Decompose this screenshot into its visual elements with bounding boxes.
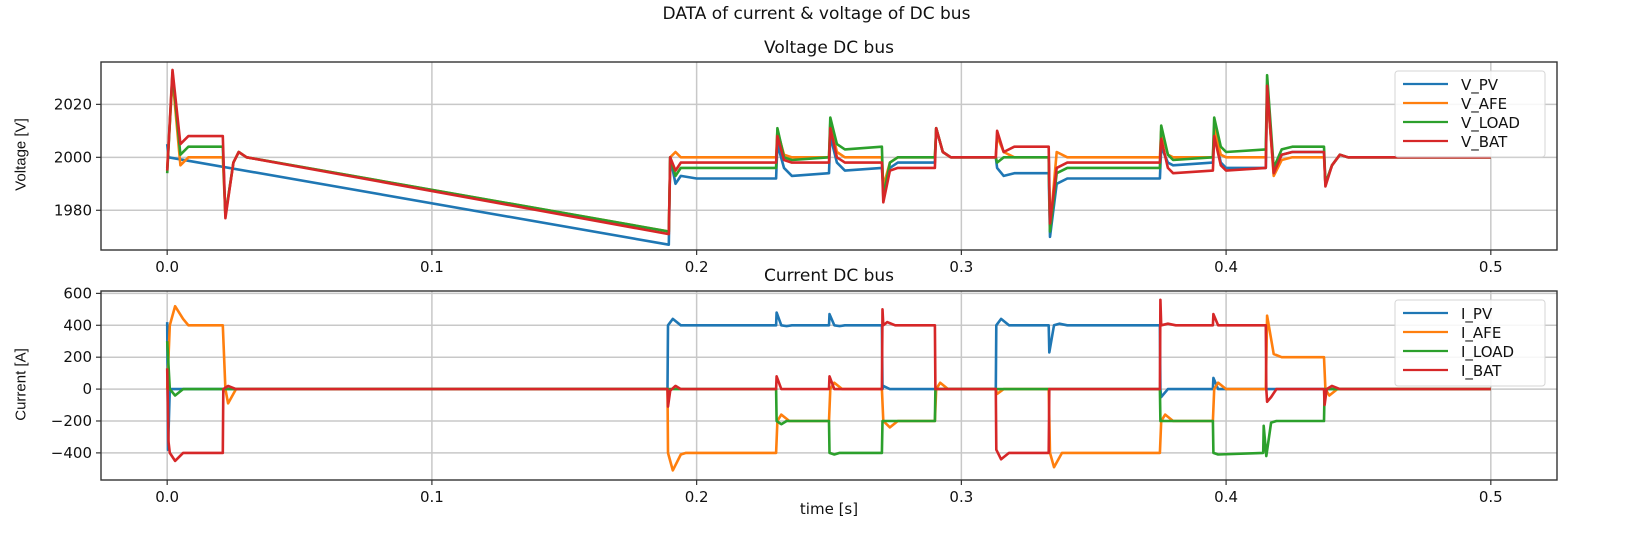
legend-label: I_AFE bbox=[1461, 324, 1501, 343]
current-axes-frame bbox=[100, 290, 1558, 481]
legend-label: V_BAT bbox=[1461, 133, 1508, 152]
x-tick-label: 0.3 bbox=[949, 258, 973, 276]
series-line-i-bat bbox=[165, 298, 1491, 463]
x-tick-label: 0.1 bbox=[420, 258, 444, 276]
legend-box bbox=[1394, 299, 1546, 387]
x-tick-label: 0.5 bbox=[1479, 258, 1503, 276]
x-tick-label: 0.0 bbox=[155, 488, 179, 506]
x-tick-label: 0.2 bbox=[685, 488, 709, 506]
x-tick-label: 0.0 bbox=[155, 258, 179, 276]
legend-label: V_PV bbox=[1461, 76, 1499, 95]
x-tick-label: 0.4 bbox=[1214, 488, 1238, 506]
figure-suptitle: DATA of current & voltage of DC bus bbox=[662, 4, 971, 24]
y-tick-label: 600 bbox=[63, 284, 92, 302]
current-axes-title: Current DC bus bbox=[763, 266, 895, 286]
legend-label: I_PV bbox=[1461, 305, 1493, 324]
y-tick-label: 2020 bbox=[54, 95, 92, 113]
x-tick-label: 0.3 bbox=[949, 488, 973, 506]
legend-box bbox=[1394, 70, 1546, 158]
series-line-v-bat bbox=[165, 68, 1491, 236]
x-tick-label: 0.5 bbox=[1479, 488, 1503, 506]
y-tick-label: 1980 bbox=[54, 201, 92, 219]
y-tick-label: −200 bbox=[51, 412, 92, 430]
x-tick-label: 0.2 bbox=[685, 258, 709, 276]
y-tick-label: −400 bbox=[51, 444, 92, 462]
y-tick-label: 2000 bbox=[54, 148, 92, 166]
current-axes: 0.0 0.1 0.2 0.3 0.4 0.5 −400 −200 0 200 400 600 I_PV… bbox=[51, 284, 1558, 506]
y-tick-label: 200 bbox=[63, 348, 92, 366]
voltage-axes: 0.0 0.1 0.2 0.3 0.4 0.5198020002020V_PVV_AFEV… bbox=[54, 61, 1558, 276]
legend-label: I_BAT bbox=[1461, 362, 1502, 381]
legend-label: V_AFE bbox=[1461, 95, 1507, 114]
voltage-axes-title: Voltage DC bus bbox=[764, 38, 894, 58]
x-tick-label: 0.4 bbox=[1214, 258, 1238, 276]
current-xlabel: time [s] bbox=[799, 500, 859, 518]
x-tick-label: 0.1 bbox=[420, 488, 444, 506]
series-line-v-pv bbox=[165, 89, 1491, 246]
series-line-i-load bbox=[165, 341, 1491, 458]
y-tick-label: 0 bbox=[82, 380, 92, 398]
y-tick-label: 400 bbox=[63, 316, 92, 334]
legend-label: I_LOAD bbox=[1461, 343, 1514, 362]
legend-label: V_LOAD bbox=[1461, 114, 1520, 133]
voltage-axes-frame bbox=[100, 61, 1558, 251]
